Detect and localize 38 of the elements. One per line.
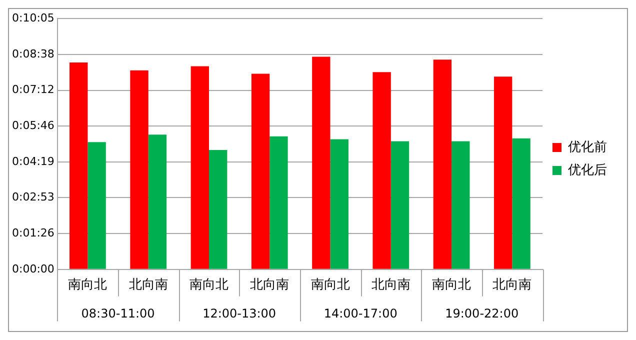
bar bbox=[452, 141, 470, 269]
bar bbox=[312, 56, 330, 269]
bar bbox=[494, 76, 512, 269]
bar bbox=[190, 66, 209, 269]
x-tick-label: 北向南 bbox=[492, 278, 532, 293]
x-tick-label: 南向北 bbox=[189, 278, 228, 293]
y-tick-label: 0:08:38 bbox=[12, 48, 54, 61]
y-tick-label: 0:07:12 bbox=[12, 83, 54, 96]
text: 19:00-22:00 bbox=[445, 306, 519, 321]
bar bbox=[148, 134, 167, 269]
y-tick-label: 0:04:19 bbox=[12, 154, 54, 168]
text: 08:30-11:00 bbox=[81, 306, 155, 321]
x-tick-label: 南向北 bbox=[432, 278, 472, 293]
text: 14:00-17:00 bbox=[324, 306, 398, 321]
x-tick-label: 北向南 bbox=[128, 278, 168, 293]
bar bbox=[390, 141, 410, 269]
legend-label: 优化前 bbox=[568, 140, 607, 155]
y-tick-label: 0:05:46 bbox=[12, 118, 54, 132]
x-tick-label: 南向北 bbox=[310, 278, 350, 293]
bar bbox=[208, 150, 228, 269]
text: 12:00-13:00 bbox=[202, 306, 276, 321]
legend-label: 优化后 bbox=[568, 162, 607, 178]
bar bbox=[270, 136, 288, 269]
bar bbox=[372, 72, 391, 269]
bar bbox=[251, 74, 270, 269]
bar bbox=[512, 138, 530, 269]
bar bbox=[130, 70, 148, 269]
y-tick-label: 0:01:26 bbox=[12, 226, 54, 240]
bar bbox=[88, 142, 106, 269]
bar bbox=[433, 60, 452, 269]
x-tick-label: 北向南 bbox=[371, 278, 410, 293]
y-tick-label: 0:10:05 bbox=[12, 11, 54, 24]
y-tick-label: 0:02:53 bbox=[12, 190, 54, 204]
x-tick-label: 南向北 bbox=[68, 278, 108, 293]
y-tick-label: 0:00:00 bbox=[12, 262, 54, 276]
bar bbox=[70, 62, 88, 269]
bar bbox=[330, 139, 348, 269]
x-tick-label: 北向南 bbox=[250, 278, 290, 293]
